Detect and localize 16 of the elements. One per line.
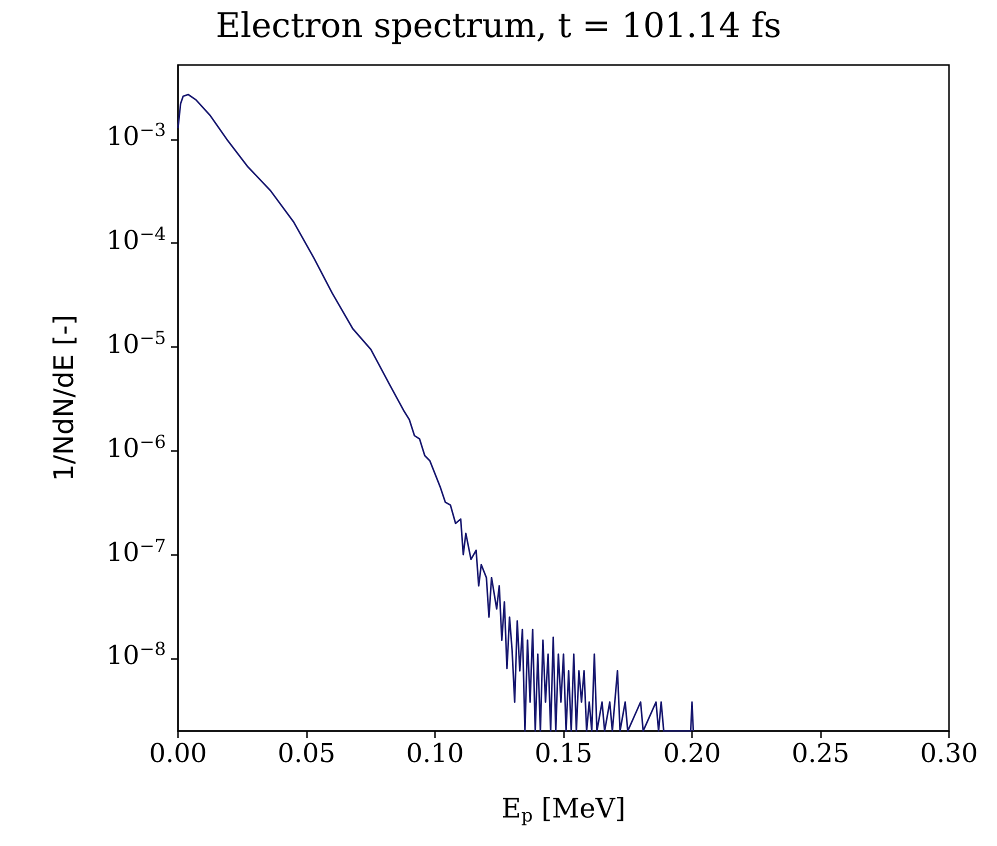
x-tick-label: 0.30 [920,739,978,769]
y-tick-label: 10$^{−7}$ [106,536,166,568]
y-tick-label: 10$^{−3}$ [106,120,166,152]
y-tick-label: 10$^{−4}$ [106,224,166,256]
x-tick-label: 0.15 [534,739,592,769]
x-tick-label: 0.10 [406,739,464,769]
x-tick-label: 0.00 [149,739,207,769]
y-tick-label: 10$^{−5}$ [106,328,166,360]
y-axis-title: 1/NdN/dE [-] [49,314,80,482]
x-tick-label: 0.25 [792,739,850,769]
x-tick-label: 0.05 [278,739,336,769]
x-tick-label: 0.20 [663,739,721,769]
y-tick-label: 10$^{−8}$ [106,639,166,672]
line-series [177,94,694,732]
chart-title: Electron spectrum, t = 101.14 fs [216,6,782,46]
y-tick-label: 10$^{−6}$ [106,432,166,464]
